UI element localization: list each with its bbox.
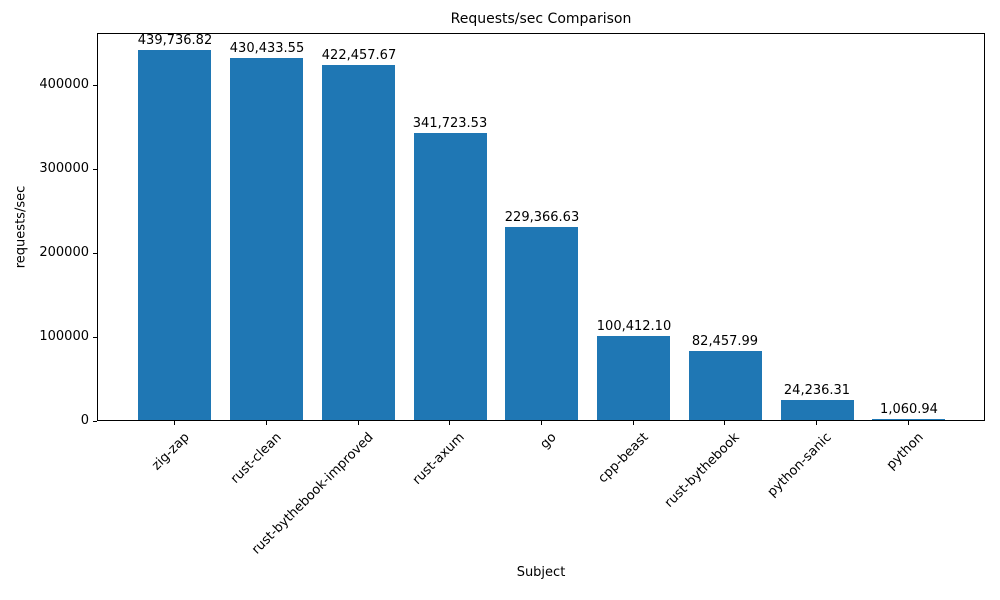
x-tick-mark <box>816 421 817 425</box>
bar-value-label: 1,060.94 <box>880 402 938 417</box>
bar-zig-zap <box>138 50 211 420</box>
x-tick-mark <box>358 421 359 425</box>
bar-rust-axum <box>414 133 487 420</box>
chart-title: Requests/sec Comparison <box>450 11 632 27</box>
y-tick-mark <box>93 253 97 254</box>
y-tick-label: 400000 <box>39 77 89 92</box>
y-tick-label: 0 <box>80 413 89 428</box>
bar-value-label: 82,457.99 <box>691 334 759 349</box>
bar-value-label: 100,412.10 <box>596 319 672 334</box>
plot-area: 439,736.82 430,433.55 422,457.67 341,723.53… <box>97 33 985 421</box>
x-tick-mark <box>266 421 267 425</box>
bar-value-label: 439,736.82 <box>137 33 213 48</box>
y-tick-mark <box>93 169 97 170</box>
bar-go <box>505 227 578 420</box>
bar-python-sanic <box>781 400 854 420</box>
y-tick-label: 200000 <box>39 245 89 260</box>
bar-rust-clean <box>230 58 303 420</box>
bar-value-label: 422,457.67 <box>321 48 397 63</box>
bar-cpp-beast <box>597 336 670 420</box>
y-tick-label: 300000 <box>39 161 89 176</box>
y-tick-label: 100000 <box>39 329 89 344</box>
x-tick-mark <box>541 421 542 425</box>
y-tick-mark <box>93 85 97 86</box>
bar-python <box>872 419 945 420</box>
bar-value-label: 430,433.55 <box>229 41 305 56</box>
x-axis-label: Subject <box>516 565 566 580</box>
x-tick-mark <box>633 421 634 425</box>
y-tick-mark <box>93 421 97 422</box>
x-tick-mark <box>174 421 175 425</box>
x-tick-mark <box>724 421 725 425</box>
y-tick-mark <box>93 337 97 338</box>
x-tick-mark <box>449 421 450 425</box>
bar-value-label: 341,723.53 <box>412 116 488 131</box>
bar-value-label: 24,236.31 <box>783 383 851 398</box>
bar-rust-bythebook <box>689 351 762 420</box>
bar-value-label: 229,366.63 <box>504 210 580 225</box>
x-tick-mark <box>908 421 909 425</box>
bar-rust-bythebook-improved <box>322 65 395 420</box>
